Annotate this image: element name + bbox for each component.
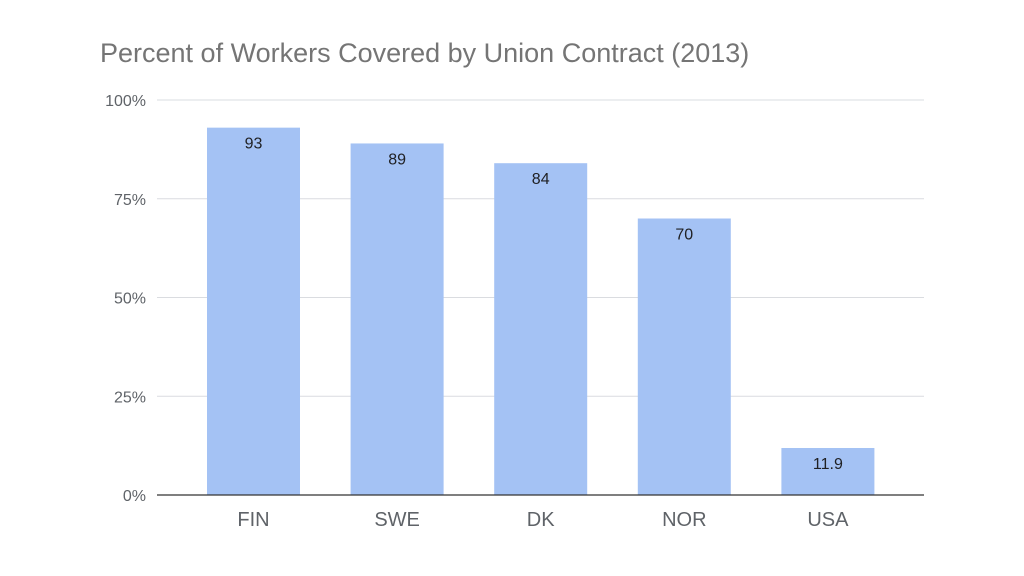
x-tick-label: DK <box>527 509 555 531</box>
chart-title: Percent of Workers Covered by Union Cont… <box>100 38 750 68</box>
x-tick-label: USA <box>807 509 849 531</box>
x-tick-label: NOR <box>662 509 706 531</box>
x-tick-label: SWE <box>374 509 420 531</box>
data-label: 84 <box>532 171 550 188</box>
x-tick-label: FIN <box>237 509 269 531</box>
data-label: 89 <box>388 151 406 168</box>
y-tick-label: 75% <box>114 192 146 209</box>
bar <box>637 218 731 495</box>
data-label: 70 <box>675 227 693 244</box>
y-tick-label: 0% <box>123 488 146 505</box>
y-tick-label: 50% <box>114 291 146 308</box>
bar <box>781 447 875 495</box>
y-tick-label: 100% <box>105 93 146 110</box>
data-label: 93 <box>245 136 263 153</box>
data-label: 11.9 <box>813 456 843 473</box>
bar <box>207 127 300 496</box>
bar <box>494 163 588 495</box>
bar <box>350 143 444 495</box>
y-tick-label: 25% <box>114 389 146 406</box>
